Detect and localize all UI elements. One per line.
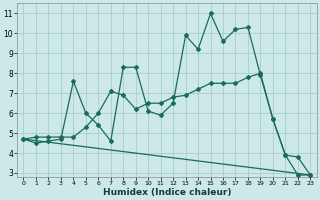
X-axis label: Humidex (Indice chaleur): Humidex (Indice chaleur) [103, 188, 231, 197]
